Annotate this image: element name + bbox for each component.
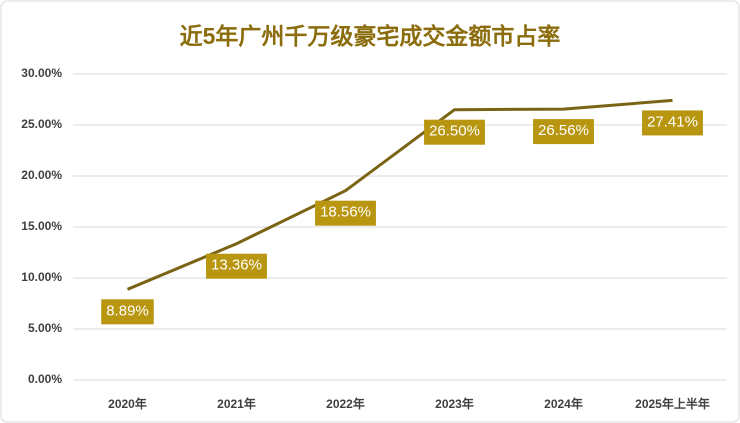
data-label: 26.50% — [424, 119, 485, 145]
data-label-box — [206, 253, 267, 279]
x-tick-label: 2025年上半年 — [635, 396, 710, 411]
data-label-box — [642, 110, 703, 136]
data-label-box — [533, 119, 594, 145]
data-label: 18.56% — [315, 200, 376, 226]
x-tick-label: 2020年 — [108, 396, 147, 411]
data-label: 8.89% — [101, 299, 154, 325]
data-label-text: 26.50% — [429, 123, 480, 140]
data-label: 13.36% — [206, 253, 267, 279]
y-tick-label: 10.00% — [21, 270, 62, 284]
chart-title: 近5年广州千万级豪宅成交金额市占率 — [180, 23, 561, 49]
y-tick-label: 0.00% — [28, 372, 62, 386]
y-tick-label: 30.00% — [21, 66, 62, 80]
data-label-box — [101, 299, 154, 325]
y-tick-label: 15.00% — [21, 219, 62, 233]
x-tick-label: 2022年 — [326, 396, 365, 411]
y-tick-label: 5.00% — [28, 321, 62, 335]
line — [126, 98, 673, 291]
x-tick-label: 2023年 — [435, 396, 474, 411]
data-label-box — [315, 200, 376, 226]
x-tick-label: 2021年 — [217, 396, 256, 411]
data-label-text: 13.36% — [211, 257, 262, 274]
data-label: 27.41% — [642, 110, 703, 136]
data-label-text: 8.89% — [106, 302, 149, 319]
y-tick-label: 20.00% — [21, 168, 62, 182]
data-label-text: 27.41% — [647, 113, 698, 130]
data-label-box — [424, 119, 485, 145]
y-tick-label: 25.00% — [21, 117, 62, 131]
data-label-text: 18.56% — [320, 204, 371, 221]
data-label-text: 26.56% — [538, 122, 589, 139]
data-label: 26.56% — [533, 119, 594, 145]
x-tick-label: 2024年 — [544, 396, 583, 411]
